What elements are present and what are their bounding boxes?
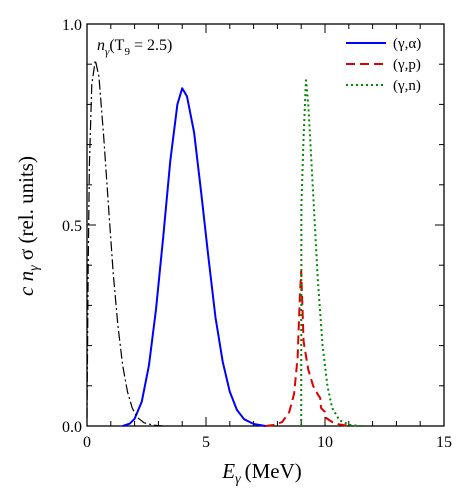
- series-line-3: [86, 59, 164, 427]
- legend-label-proton: (γ,p): [393, 57, 421, 73]
- y-axis-label: c nγ σ (rel. units): [14, 156, 42, 296]
- legend-label-neutron: (γ,n): [393, 78, 421, 94]
- series-group: [86, 59, 361, 427]
- x-tick-label: 5: [202, 434, 210, 451]
- x-tick-label: 15: [436, 434, 452, 451]
- x-axis-label: Eγ (MeV): [221, 459, 302, 487]
- legend-label-alpha: (γ,α): [393, 36, 421, 52]
- axis-ticks: 0 5 10 15 0.0 0.5 1.0: [62, 17, 452, 451]
- x-tick-label: 0: [83, 434, 91, 451]
- series-line-1: [265, 270, 349, 427]
- photon-density-annotation: nγ(T9 = 2.5): [97, 37, 172, 58]
- y-tick-label: 1.0: [62, 17, 82, 34]
- y-tick-label: 0.5: [62, 218, 82, 235]
- series-line-0: [122, 87, 266, 427]
- plot-frame: [86, 23, 445, 427]
- legend: (γ,α) (γ,p) (γ,n): [346, 36, 421, 94]
- y-tick-label: 0.0: [62, 419, 82, 436]
- x-tick-label: 10: [317, 434, 333, 451]
